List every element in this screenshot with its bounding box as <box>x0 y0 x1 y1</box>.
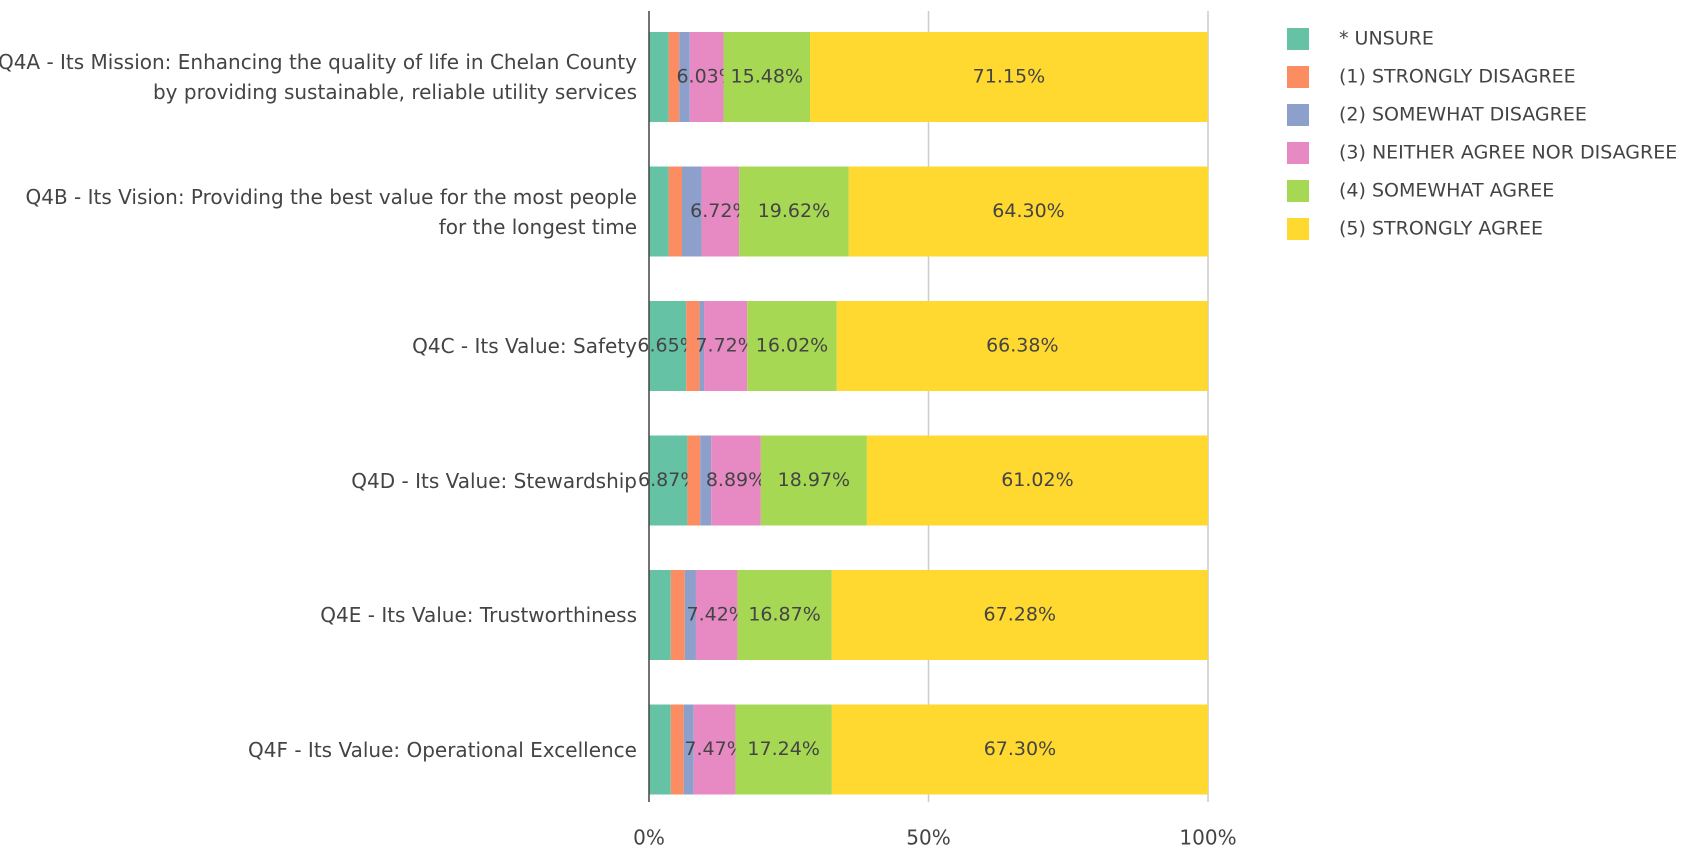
data-label: 19.62% <box>758 200 830 222</box>
bar-segment <box>723 32 811 122</box>
data-label: 16.02% <box>756 335 828 357</box>
bar-segment <box>679 32 690 122</box>
bar-segment <box>693 704 736 795</box>
category-label: Q4D - Its Value: Stewardship <box>351 468 637 493</box>
x-tick-label: 0% <box>633 826 665 850</box>
bar-segment <box>689 32 724 122</box>
data-label: 6.87% <box>638 469 698 491</box>
legend-swatch <box>1287 104 1309 126</box>
legend-label: (1) STRONGLY DISAGREE <box>1339 66 1576 88</box>
bar-segment <box>670 570 685 660</box>
x-tick-label: 50% <box>906 826 950 850</box>
data-label: 66.38% <box>986 335 1058 357</box>
bar-segment <box>747 301 837 391</box>
bar-segment <box>737 570 832 660</box>
legend-label: (2) SOMEWHAT DISAGREE <box>1339 104 1587 126</box>
data-label: 16.87% <box>748 604 820 626</box>
bar-segment <box>681 166 702 257</box>
bar-segment <box>866 435 1208 526</box>
category-label: Q4A - Its Mission: Enhancing the quality… <box>0 50 637 104</box>
bar-segment <box>649 570 671 660</box>
category-label: Q4E - Its Value: Trustworthiness <box>320 603 637 627</box>
grid <box>927 11 1209 802</box>
bar-segment <box>701 166 740 257</box>
data-label: 17.24% <box>747 738 819 760</box>
bar-segment <box>649 166 669 257</box>
category-label: Q4B - Its Vision: Providing the best val… <box>25 184 637 239</box>
bar-segment <box>649 704 671 795</box>
bar-segment <box>683 704 694 795</box>
bar-segment <box>687 435 701 526</box>
bar-segment <box>700 435 712 526</box>
data-label: 67.30% <box>984 738 1056 760</box>
bar-segment <box>668 166 682 257</box>
x-tick-label: 100% <box>1179 826 1236 850</box>
legend-label: (4) SOMEWHAT AGREE <box>1339 180 1554 202</box>
data-label: 15.48% <box>731 66 803 88</box>
data-label: 18.97% <box>778 469 850 491</box>
bar-segment <box>699 301 705 391</box>
bar-segment <box>831 704 1209 795</box>
bar-segment <box>686 301 700 391</box>
data-label: 61.02% <box>1001 469 1073 491</box>
legend-swatch <box>1287 66 1309 88</box>
bar-segment <box>760 435 867 526</box>
bar-segment <box>684 570 696 660</box>
legend-label: (3) NEITHER AGREE NOR DISAGREE <box>1339 142 1677 164</box>
data-label: 7.47% <box>684 738 744 760</box>
data-label: 6.72% <box>690 200 750 222</box>
data-label: 71.15% <box>973 66 1045 88</box>
bar-segment <box>670 704 684 795</box>
bar-segment <box>649 301 687 391</box>
legend-label: (5) STRONGLY AGREE <box>1339 218 1543 240</box>
category-label: Q4C - Its Value: Safety <box>412 334 637 358</box>
category-label: Q4F - Its Value: Operational Excellence <box>248 737 637 762</box>
bar-segment <box>735 704 832 795</box>
bar-segment <box>711 435 761 526</box>
bar-segment <box>704 301 748 391</box>
legend-swatch <box>1287 28 1309 50</box>
bar-segment <box>836 301 1208 391</box>
data-label: 64.30% <box>992 200 1064 222</box>
data-label: 6.03% <box>676 66 736 88</box>
data-label: 8.89% <box>706 469 766 491</box>
bar-segment <box>668 32 680 122</box>
bar-segment <box>739 166 849 257</box>
data-label: 7.42% <box>687 604 747 626</box>
data-label: 7.72% <box>695 335 755 357</box>
bar-segment <box>848 166 1209 257</box>
legend-label: * UNSURE <box>1339 28 1434 50</box>
legend-swatch <box>1287 218 1309 240</box>
bar-segment <box>695 570 738 660</box>
legend-swatch <box>1287 180 1309 202</box>
bar-segment <box>831 570 1208 660</box>
data-label: 6.65% <box>637 335 697 357</box>
bar-segment <box>649 435 688 526</box>
legend-swatch <box>1287 142 1309 164</box>
data-label: 67.28% <box>984 604 1056 626</box>
bar-segment <box>649 32 669 122</box>
bar-segment <box>810 32 1208 122</box>
